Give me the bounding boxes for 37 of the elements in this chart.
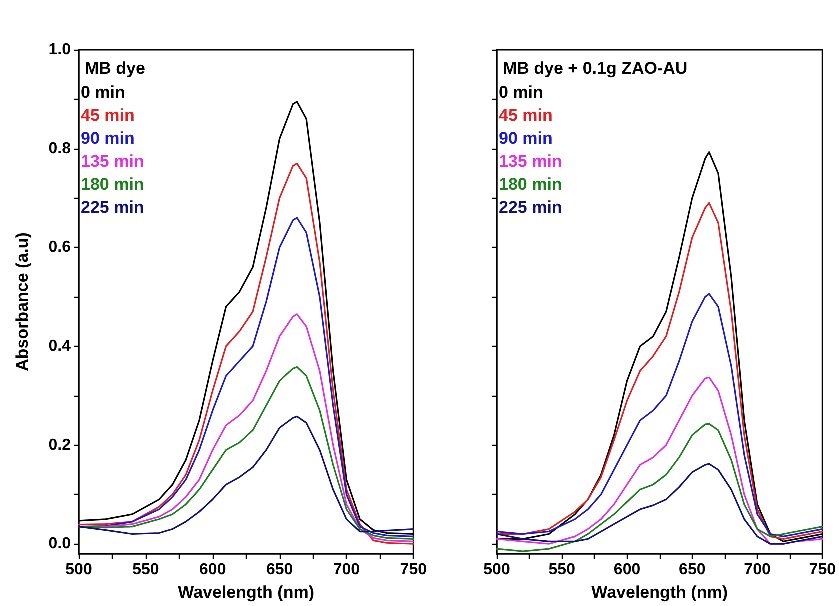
x-tick-label: 600 bbox=[200, 562, 226, 578]
y-axis-title: Absorbance (a.u) bbox=[13, 232, 32, 372]
x-tick-label: 500 bbox=[66, 562, 92, 578]
text: 180 min bbox=[499, 175, 562, 194]
y-tick-label: 0.6 bbox=[48, 239, 72, 256]
text: 90 min bbox=[499, 129, 553, 148]
x-tick-label: 550 bbox=[132, 562, 160, 578]
text: 135 min bbox=[81, 152, 144, 171]
text: 0 min bbox=[81, 83, 126, 102]
text: 135 min bbox=[499, 152, 562, 171]
y-tick-label: 0.4 bbox=[48, 338, 72, 355]
y-tick-label: 1.0 bbox=[48, 42, 72, 58]
x-tick-label: 550 bbox=[548, 562, 576, 578]
text: 90 min bbox=[81, 129, 135, 148]
line-series bbox=[78, 366, 414, 540]
x-tick-label: 700 bbox=[333, 562, 360, 578]
x-axis-title: Wavelength (nm) bbox=[592, 583, 728, 602]
legend-title: MB dye bbox=[85, 59, 146, 78]
legend-title: MB dye + 0.1g ZAO-AU bbox=[503, 59, 688, 78]
y-tick-label: 0.2 bbox=[48, 436, 72, 454]
text: 0 min bbox=[499, 83, 544, 102]
text: 45 min bbox=[499, 106, 553, 125]
x-tick-label: 750 bbox=[809, 562, 836, 578]
text: 225 min bbox=[81, 198, 144, 217]
x-tick-label: 600 bbox=[614, 562, 641, 578]
y-tick-label: 0.0 bbox=[48, 536, 72, 553]
x-tick-label: 650 bbox=[679, 562, 706, 578]
text: 180 min bbox=[81, 175, 144, 194]
line-series bbox=[78, 416, 414, 536]
text: 45 min bbox=[81, 106, 135, 125]
x-tick-label: 650 bbox=[266, 562, 294, 578]
text: 225 min bbox=[499, 198, 562, 217]
x-tick-label: 700 bbox=[744, 562, 771, 578]
y-tick-label: 0.8 bbox=[48, 140, 72, 158]
x-tick-label: 500 bbox=[484, 562, 510, 578]
x-tick-label: 750 bbox=[400, 562, 428, 578]
x-axis-title: Wavelength (nm) bbox=[178, 583, 314, 602]
